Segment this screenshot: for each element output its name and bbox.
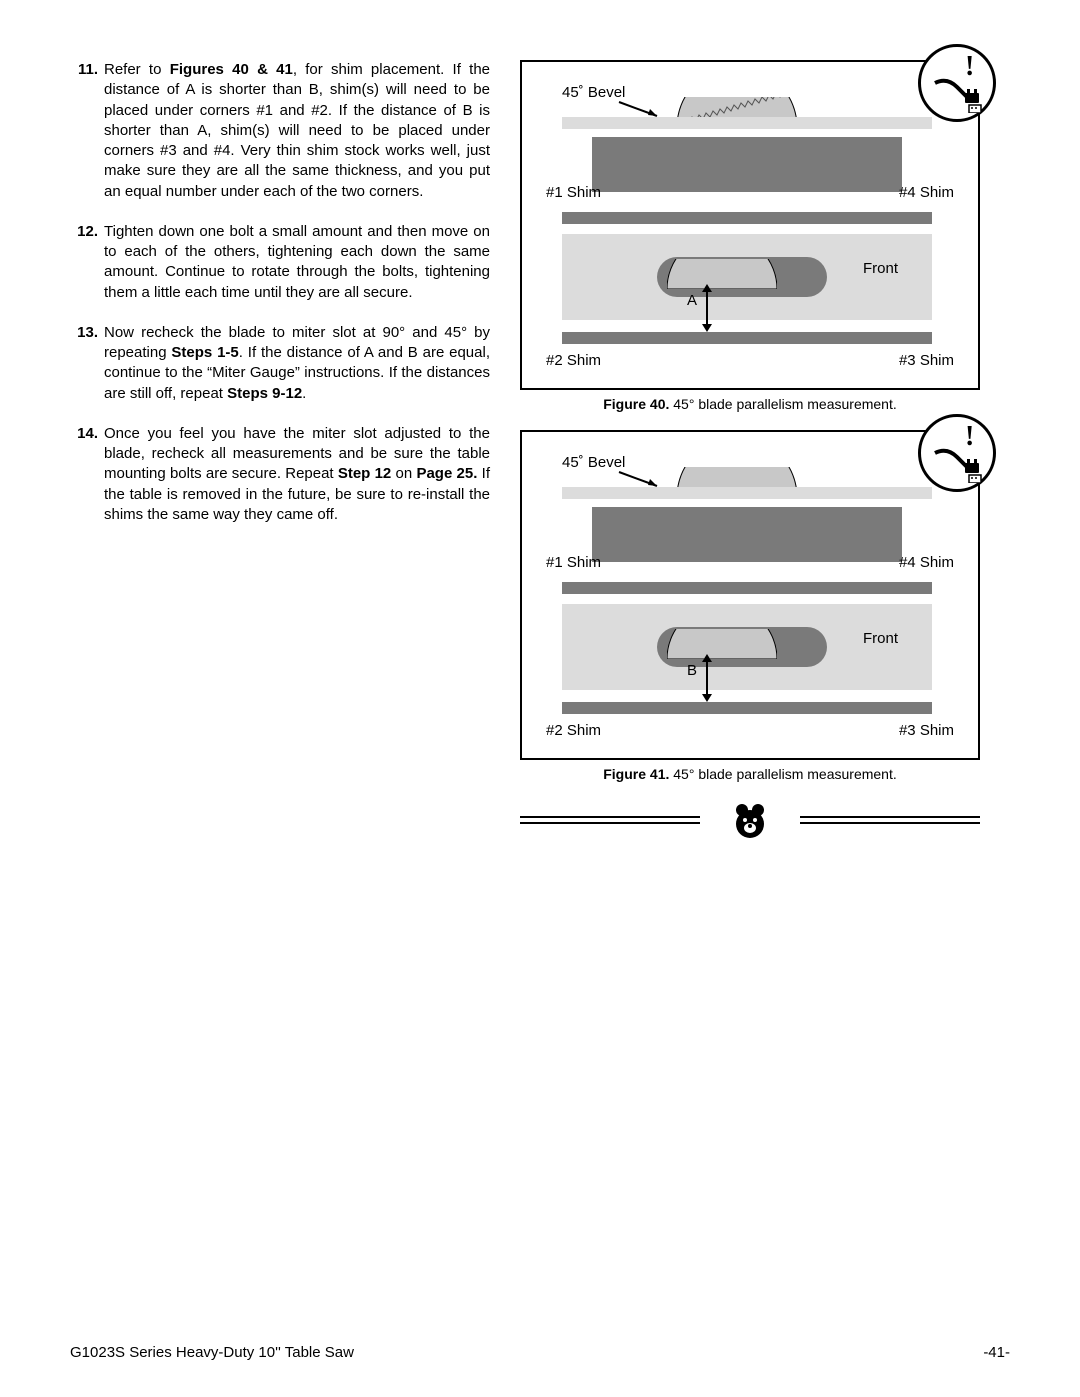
shim-4-label: #4 Shim [899, 554, 954, 571]
unplug-warning-icon: ! [918, 414, 996, 492]
step-12: 12. Tighten down one bolt a small amount… [70, 222, 490, 303]
step-number: 14. [70, 424, 104, 525]
caption-text: 45° blade parallelism measurement. [669, 396, 896, 412]
caption-bold: Figure 41. [603, 766, 669, 782]
step-text: Refer to Figures 40 & 41, for shim place… [104, 60, 490, 202]
unplug-warning-icon: ! [918, 44, 996, 122]
miter-slot-1 [562, 212, 932, 224]
page-content: 11. Refer to Figures 40 & 41, for shim p… [70, 60, 1010, 840]
caption-text: 45° blade parallelism measurement. [669, 766, 896, 782]
step-11: 11. Refer to Figures 40 & 41, for shim p… [70, 60, 490, 202]
table-underside [592, 137, 902, 192]
section-divider [520, 800, 980, 840]
table-surface [562, 117, 932, 129]
step-13: 13. Now recheck the blade to miter slot … [70, 323, 490, 404]
footer-title: G1023S Series Heavy-Duty 10'' Table Saw [70, 1344, 354, 1361]
step-number: 12. [70, 222, 104, 303]
saw-blade-front-icon [667, 629, 777, 659]
table-underside [592, 507, 902, 562]
table-surface [562, 487, 932, 499]
shim-4-label: #4 Shim [899, 184, 954, 201]
figure-41: ! 45˚ Bevel #1 Shim #4 Shim [520, 430, 980, 760]
shim-1-label: #1 Shim [546, 184, 601, 201]
miter-slot-2 [562, 332, 932, 344]
miter-slot-1 [562, 582, 932, 594]
svg-text:!: ! [965, 53, 974, 82]
bevel-label: 45˚ Bevel [562, 84, 625, 101]
step-text: Tighten down one bolt a small amount and… [104, 222, 490, 303]
step-text: Once you feel you have the miter slot ad… [104, 424, 490, 525]
page-number: -41- [983, 1344, 1010, 1361]
bevel-label: 45˚ Bevel [562, 454, 625, 471]
measurement-arrow-icon [700, 654, 714, 702]
svg-text:!: ! [965, 423, 974, 452]
bear-logo-icon [730, 800, 770, 840]
instructions-column: 11. Refer to Figures 40 & 41, for shim p… [70, 60, 490, 840]
shim-2-label: #2 Shim [546, 352, 601, 369]
miter-slot-2 [562, 702, 932, 714]
page-footer: G1023S Series Heavy-Duty 10'' Table Saw … [70, 1344, 1010, 1361]
measurement-arrow-icon [700, 284, 714, 332]
front-label: Front [863, 260, 898, 277]
figure-40-caption: Figure 40. 45° blade parallelism measure… [520, 396, 980, 412]
caption-bold: Figure 40. [603, 396, 669, 412]
front-label: Front [863, 630, 898, 647]
step-number: 11. [70, 60, 104, 202]
figure-41-caption: Figure 41. 45° blade parallelism measure… [520, 766, 980, 782]
step-number: 13. [70, 323, 104, 404]
figures-column: ! 45˚ Bevel #1 Shim #4 Shim [520, 60, 980, 840]
shim-2-label: #2 Shim [546, 722, 601, 739]
shim-1-label: #1 Shim [546, 554, 601, 571]
step-14: 14. Once you feel you have the miter slo… [70, 424, 490, 525]
measurement-a-label: A [687, 292, 697, 309]
step-text: Now recheck the blade to miter slot at 9… [104, 323, 490, 404]
measurement-b-label: B [687, 662, 697, 679]
shim-3-label: #3 Shim [899, 722, 954, 739]
shim-3-label: #3 Shim [899, 352, 954, 369]
saw-blade-front-icon [667, 259, 777, 289]
figure-40: ! 45˚ Bevel #1 Shim #4 Shim [520, 60, 980, 390]
